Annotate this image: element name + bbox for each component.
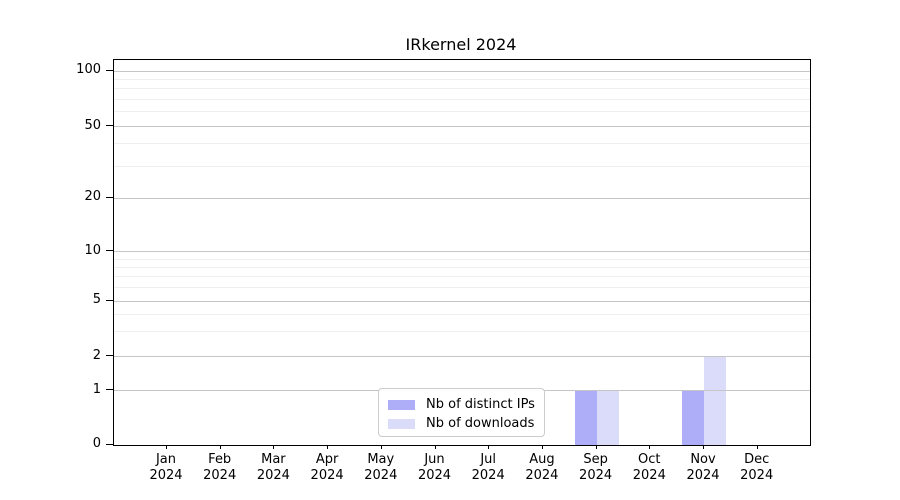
y-axis-tick-label: 5 bbox=[92, 292, 101, 307]
y-tick-mark bbox=[106, 389, 113, 390]
y-axis-tick-label: 1 bbox=[92, 381, 101, 397]
y-axis-tick-label: 100 bbox=[76, 62, 101, 77]
x-axis-tick-label: Dec 2024 bbox=[725, 452, 789, 484]
legend: Nb of distinct IPs Nb of downloads bbox=[378, 388, 545, 437]
x-tick-year: 2024 bbox=[310, 468, 344, 483]
x-tick-month: Sep bbox=[583, 452, 608, 467]
chart-title: IRkernel 2024 bbox=[405, 35, 517, 54]
x-tick-mark bbox=[380, 445, 382, 449]
x-tick-month: Jan bbox=[155, 452, 177, 467]
x-tick-year: 2024 bbox=[149, 468, 183, 483]
gridline-minor bbox=[114, 99, 810, 101]
x-tick-month: Feb bbox=[208, 452, 232, 467]
bar-distinct-ips bbox=[574, 390, 597, 445]
gridline-minor bbox=[114, 266, 810, 268]
gridline-minor bbox=[114, 258, 810, 260]
gridline-minor bbox=[114, 331, 810, 333]
x-tick-mark bbox=[166, 445, 167, 449]
legend-swatch bbox=[388, 399, 415, 410]
y-axis-tick-label: 0 bbox=[92, 436, 101, 451]
x-tick-mark bbox=[541, 445, 543, 449]
x-tick-year: 2024 bbox=[579, 468, 613, 483]
gridline-minor bbox=[114, 314, 810, 316]
x-tick-year: 2024 bbox=[632, 468, 666, 483]
x-tick-month: Mar bbox=[261, 452, 286, 467]
x-axis-tick-label: Aug 2024 bbox=[510, 452, 574, 484]
x-tick-mark bbox=[649, 445, 651, 449]
legend-item: Nb of distinct IPs bbox=[388, 395, 535, 414]
x-tick-year: 2024 bbox=[203, 468, 237, 483]
gridline-minor bbox=[114, 88, 810, 90]
x-tick-month: Jun bbox=[424, 452, 445, 467]
x-tick-year: 2024 bbox=[686, 468, 720, 483]
x-tick-mark bbox=[703, 445, 704, 449]
legend-item: Nb of downloads bbox=[388, 414, 535, 433]
x-tick-month: Oct bbox=[638, 452, 661, 467]
gridline-major bbox=[114, 126, 810, 127]
legend-label: Nb of downloads bbox=[426, 416, 535, 431]
x-tick-mark bbox=[327, 445, 329, 449]
legend-label: Nb of distinct IPs bbox=[426, 397, 535, 412]
gridline-minor bbox=[114, 287, 810, 289]
x-axis-tick-label: Sep 2024 bbox=[564, 452, 628, 484]
x-axis-tick-label: Nov 2024 bbox=[671, 452, 735, 484]
y-tick-mark bbox=[106, 443, 113, 445]
bar-downloads bbox=[596, 390, 619, 445]
x-tick-year: 2024 bbox=[471, 468, 505, 483]
gridline-major bbox=[114, 300, 810, 302]
x-axis-tick-label: May 2024 bbox=[349, 452, 413, 484]
x-tick-mark bbox=[434, 445, 436, 449]
x-tick-mark bbox=[219, 445, 221, 449]
y-tick-mark bbox=[106, 250, 113, 251]
y-tick-mark bbox=[106, 125, 113, 126]
gridline-minor bbox=[114, 165, 810, 167]
x-axis-tick-label: Oct 2024 bbox=[617, 452, 681, 484]
y-axis-tick-label: 50 bbox=[84, 117, 101, 133]
x-axis-tick-label: Jun 2024 bbox=[403, 452, 467, 484]
y-axis-tick-label: 20 bbox=[84, 189, 101, 204]
x-tick-mark bbox=[595, 445, 597, 449]
y-tick-mark bbox=[106, 299, 113, 301]
x-tick-year: 2024 bbox=[740, 468, 774, 483]
x-tick-month: Jul bbox=[480, 452, 497, 467]
bar-downloads bbox=[704, 356, 726, 445]
gridline-major bbox=[114, 251, 810, 252]
y-axis-tick-label: 10 bbox=[84, 242, 101, 258]
x-axis-tick-label: Feb 2024 bbox=[188, 452, 252, 484]
x-tick-year: 2024 bbox=[417, 468, 452, 483]
legend-swatch bbox=[388, 418, 415, 429]
x-tick-mark bbox=[273, 445, 275, 449]
gridline-minor bbox=[114, 78, 810, 80]
gridline-major bbox=[114, 70, 810, 72]
x-tick-month: May bbox=[367, 452, 395, 467]
x-tick-month: Dec bbox=[744, 452, 770, 467]
x-tick-year: 2024 bbox=[364, 468, 398, 483]
x-axis-tick-label: Apr 2024 bbox=[295, 452, 359, 484]
gridline-major bbox=[114, 356, 810, 357]
x-tick-month: Apr bbox=[315, 452, 339, 467]
x-tick-month: Nov bbox=[690, 452, 716, 467]
x-tick-year: 2024 bbox=[256, 468, 290, 483]
gridline-minor bbox=[114, 143, 810, 145]
x-tick-month: Aug bbox=[529, 452, 555, 467]
gridline-major bbox=[114, 197, 810, 199]
x-axis-tick-label: Jul 2024 bbox=[456, 452, 520, 484]
x-tick-mark bbox=[488, 445, 490, 449]
plot-area bbox=[113, 59, 811, 446]
x-tick-year: 2024 bbox=[525, 468, 559, 483]
bar-distinct-ips bbox=[682, 390, 704, 445]
x-tick-mark bbox=[756, 445, 758, 449]
gridline-minor bbox=[114, 276, 810, 278]
y-axis-tick-label: 2 bbox=[92, 347, 101, 363]
y-tick-mark bbox=[106, 69, 113, 71]
gridline-minor bbox=[114, 111, 810, 113]
y-tick-mark bbox=[106, 196, 113, 198]
x-axis-tick-label: Jan 2024 bbox=[134, 452, 198, 484]
x-axis-tick-label: Mar 2024 bbox=[241, 452, 305, 484]
y-tick-mark bbox=[106, 355, 113, 356]
